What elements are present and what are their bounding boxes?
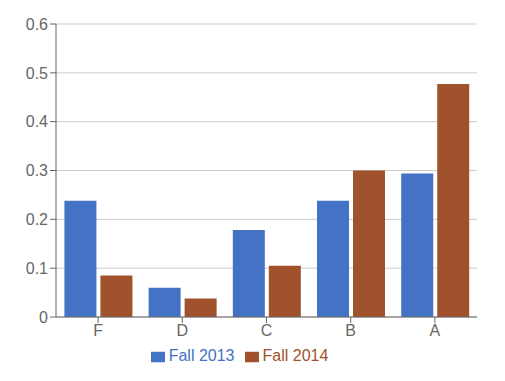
html-text:Fall 2013: Fall 2013 [168, 347, 235, 364]
svg-text:C: C [261, 322, 273, 339]
svg-text:0.5: 0.5 [26, 65, 48, 82]
svg-text:A: A [430, 322, 441, 339]
svg-text:0.2: 0.2 [26, 211, 48, 228]
svg-text:0.6: 0.6 [26, 16, 48, 33]
svg-text:0.4: 0.4 [26, 113, 48, 130]
svg-text:B: B [345, 322, 356, 339]
svg-text:F: F [93, 322, 103, 339]
svg-text:0.1: 0.1 [26, 260, 48, 277]
svg-text:D: D [177, 322, 189, 339]
svg-text:0.3: 0.3 [26, 162, 48, 179]
svg-text:0: 0 [39, 309, 48, 326]
html-text:Fall 2014: Fall 2014 [262, 347, 329, 364]
